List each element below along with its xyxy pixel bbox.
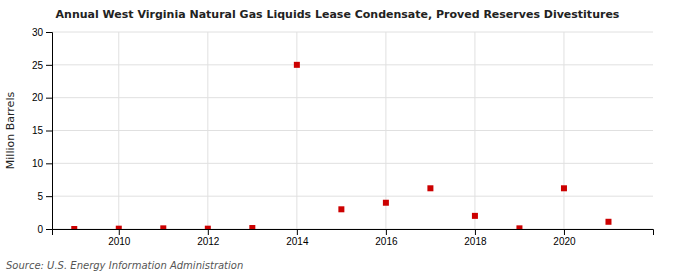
grid — [52, 32, 653, 229]
grid-line-y — [52, 64, 653, 65]
x-axis-tick: 2014 — [286, 229, 309, 247]
point — [71, 226, 77, 229]
grid-line-y — [52, 163, 653, 164]
y-axis-tick-label: 20 — [32, 92, 44, 103]
x-axis-tick-line — [208, 229, 209, 235]
y-axis-tick: 15 — [32, 125, 52, 136]
x-axis-tick-label: 2010 — [108, 236, 131, 247]
y-axis-tick-label: 0 — [37, 224, 43, 235]
y-axis: 0 5 10 15 20 25 30 — [32, 27, 53, 235]
x-axis-tick: 2018 — [464, 229, 487, 247]
grid-line-y — [52, 32, 653, 33]
point — [472, 213, 478, 219]
point — [116, 226, 122, 229]
grid-line-y — [52, 130, 653, 131]
grid-line-y — [52, 196, 653, 197]
y-axis-tick-line — [46, 131, 52, 132]
y-axis-tick-line — [46, 32, 52, 33]
y-axis-tick-line — [46, 163, 52, 164]
chart-svg: 2010 2012 2014 2016 2018 2020 0 5 10 15 20 25 30 Annu… — [0, 0, 675, 275]
y-axis-tick-line — [46, 65, 52, 66]
x-axis-tick-line — [386, 229, 387, 235]
points — [71, 62, 611, 229]
point — [205, 226, 211, 229]
y-axis-label: Million Barrels — [4, 92, 17, 170]
point — [160, 225, 166, 229]
x-axis: 2010 2012 2014 2016 2018 2020 — [53, 229, 654, 247]
x-axis-tick: 2010 — [108, 229, 131, 247]
y-axis-tick: 30 — [32, 27, 52, 38]
y-axis-tick-label: 15 — [32, 125, 44, 136]
x-axis-tick-label: 2014 — [286, 236, 309, 247]
y-axis-tick-line — [46, 98, 52, 99]
x-axis-tick-line — [119, 229, 120, 235]
point — [294, 62, 300, 68]
y-axis-tick: 5 — [37, 191, 52, 202]
x-axis-domain — [53, 230, 654, 236]
x-axis-tick-label: 2012 — [197, 236, 220, 247]
y-axis-tick-label: 30 — [32, 27, 44, 38]
y-axis-domain — [46, 33, 53, 230]
point — [605, 219, 611, 225]
y-axis-tick: 10 — [32, 158, 52, 169]
x-axis-tick: 2016 — [375, 229, 398, 247]
x-axis-tick: 2020 — [553, 229, 576, 247]
point — [427, 185, 433, 191]
point — [516, 225, 522, 229]
point — [249, 225, 255, 229]
y-axis-tick: 25 — [32, 60, 52, 71]
y-axis-tick-line — [46, 229, 52, 230]
y-axis-tick-label: 25 — [32, 60, 44, 71]
y-axis-tick-label: 10 — [32, 158, 44, 169]
x-axis-tick-label: 2020 — [553, 236, 576, 247]
y-axis-tick: 0 — [37, 224, 52, 235]
point — [383, 200, 389, 206]
source-note: Source: U.S. Energy Information Administ… — [6, 260, 243, 271]
y-axis-tick-label: 5 — [37, 191, 43, 202]
x-axis-tick-line — [297, 229, 298, 235]
chart-container: 2010 2012 2014 2016 2018 2020 0 5 10 15 20 25 30 Annu… — [0, 0, 675, 275]
plot-area: 2010 2012 2014 2016 2018 2020 0 5 10 15 20 25 30 — [32, 27, 654, 247]
x-axis-tick-line — [475, 229, 476, 235]
grid-line-y — [52, 97, 653, 98]
title: Annual West Virginia Natural Gas Liquids… — [56, 8, 620, 21]
x-axis-tick-label: 2018 — [464, 236, 487, 247]
point — [338, 206, 344, 212]
x-axis-tick: 2012 — [197, 229, 220, 247]
point — [561, 185, 567, 191]
y-axis-tick: 20 — [32, 92, 52, 103]
x-axis-tick-label: 2016 — [375, 236, 398, 247]
x-axis-tick-line — [564, 229, 565, 235]
y-axis-tick-line — [46, 196, 52, 197]
